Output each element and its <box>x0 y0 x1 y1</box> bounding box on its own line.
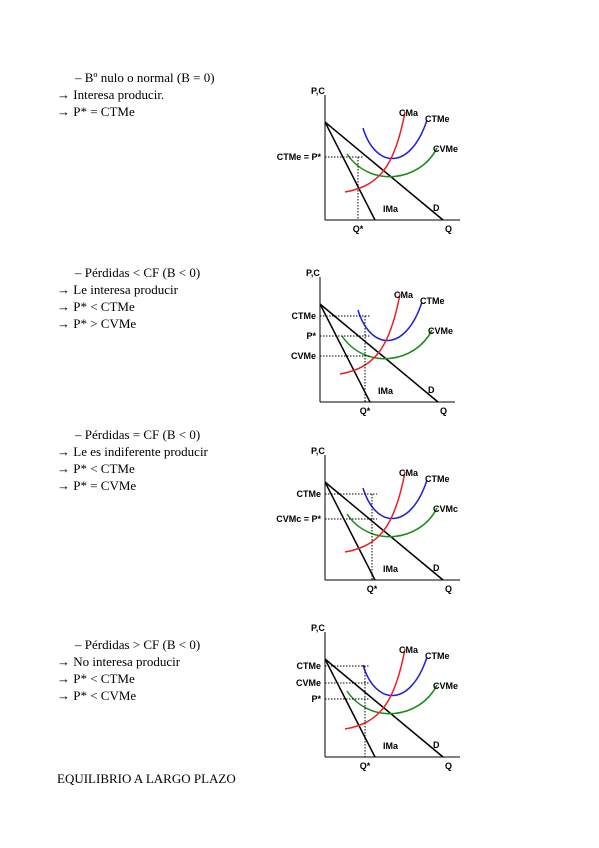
ima-line <box>324 481 376 581</box>
section-line: → P* < CTMe <box>57 671 135 686</box>
q-star-label: Q* <box>367 584 378 594</box>
cvme-curve <box>346 684 438 715</box>
y-axis-label: P,C <box>311 86 325 96</box>
footer: EQUILIBRIO A LARGO PLAZO <box>57 771 236 786</box>
cvme-label: CVMc <box>433 504 458 514</box>
ima-label: IMa <box>383 741 399 751</box>
price-label: CVMc = P* <box>276 514 321 524</box>
cvme-curve <box>346 147 438 178</box>
x-axis-label: Q <box>445 224 452 234</box>
d-label: D <box>428 385 435 395</box>
ima-label: IMa <box>383 204 399 214</box>
d-label: D <box>433 740 440 750</box>
price-label: P* <box>306 331 316 341</box>
section-line: → P* < CTMe <box>57 461 135 476</box>
ctme-label: CTMe <box>420 296 445 306</box>
cma-curve <box>344 111 406 193</box>
section-line: → P* > CVMe <box>57 316 136 331</box>
x-axis-label: Q <box>440 406 447 416</box>
d-label: D <box>433 203 440 213</box>
section-heading: – Pérdidas = CF (B < 0) <box>74 427 200 442</box>
d-label: D <box>433 563 440 573</box>
cma-label: CMa <box>399 468 419 478</box>
ctme-label: CTMe <box>425 114 450 124</box>
section-line: → P* = CVMe <box>57 478 136 493</box>
cma-curve <box>344 471 406 553</box>
q-star-label: Q* <box>360 406 371 416</box>
ima-line <box>324 121 376 221</box>
price-label: CTMe <box>297 489 322 499</box>
cvme-curve <box>341 329 433 360</box>
cvme-label: CVMe <box>428 326 453 336</box>
cma-label: CMa <box>394 290 414 300</box>
section-line: → No interesa producir <box>57 654 181 669</box>
ctme-curve <box>357 301 423 342</box>
x-axis-label: Q <box>445 584 452 594</box>
price-label: CVMe <box>296 678 321 688</box>
section-line: → Le interesa producir <box>57 282 179 297</box>
cvme-label: CVMe <box>433 681 458 691</box>
ima-line <box>324 658 376 758</box>
price-label: CVMe <box>291 351 316 361</box>
y-axis-label: P,C <box>306 268 320 278</box>
ima-line <box>319 303 371 403</box>
cma-curve <box>339 293 401 375</box>
ctme-curve <box>362 656 428 697</box>
section-line: → Le es indiferente producir <box>57 444 209 459</box>
price-label: P* <box>311 694 321 704</box>
q-star-label: Q* <box>353 224 364 234</box>
section-line: → Interesa producir. <box>57 87 164 102</box>
ctme-label: CTMe <box>425 651 450 661</box>
ctme-curve <box>362 479 428 520</box>
section-line: → P* = CTMe <box>57 104 135 119</box>
y-axis-label: P,C <box>311 623 325 633</box>
ima-label: IMa <box>378 386 394 396</box>
price-label: CTMe <box>292 311 317 321</box>
section-line: → P* < CVMe <box>57 688 136 703</box>
cma-label: CMa <box>399 645 419 655</box>
cvme-curve <box>346 507 438 538</box>
section-heading: – Pérdidas > CF (B < 0) <box>74 637 200 652</box>
section-line: → P* < CTMe <box>57 299 135 314</box>
cma-label: CMa <box>399 108 419 118</box>
ima-label: IMa <box>383 564 399 574</box>
cma-curve <box>344 648 406 730</box>
section-heading: – Bº nulo o normal (B = 0) <box>74 70 215 85</box>
ctme-label: CTMe <box>425 474 450 484</box>
q-star-label: Q* <box>360 761 371 771</box>
section-heading: – Pérdidas < CF (B < 0) <box>74 265 200 280</box>
ctme-curve <box>362 119 428 160</box>
x-axis-label: Q <box>445 761 452 771</box>
cvme-label: CVMe <box>433 144 458 154</box>
price-label: CTMe <box>297 661 322 671</box>
y-axis-label: P,C <box>311 446 325 456</box>
price-label: CTMe = P* <box>277 152 322 162</box>
